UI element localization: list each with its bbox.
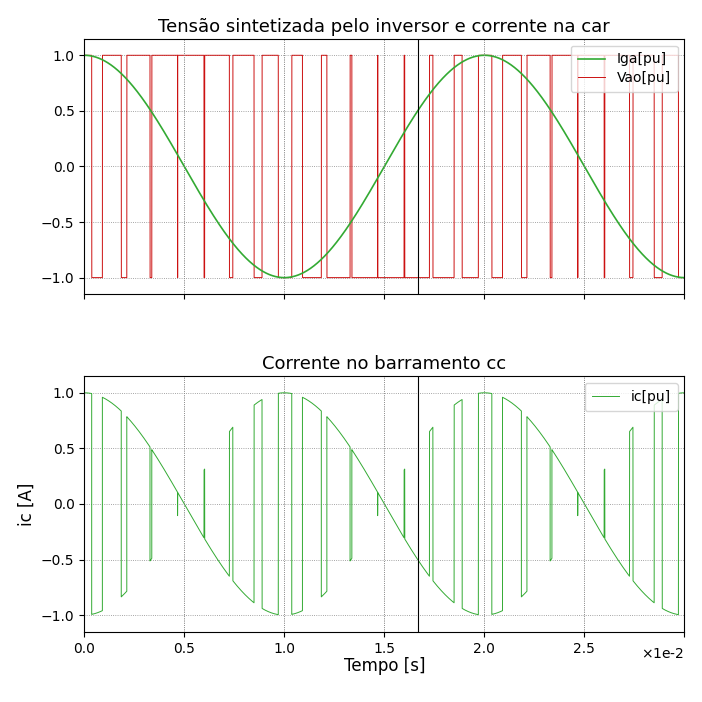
Vao[pu]	[391, 273, 399, 282]
Line: Vao[pu]: Vao[pu]	[84, 55, 684, 277]
Legend: ic[pu]: ic[pu]	[585, 383, 677, 411]
Title: Corrente no barramento cc: Corrente no barramento cc	[263, 355, 506, 373]
Title: Tensão sintetizada pelo inversor e corrente na car: Tensão sintetizada pelo inversor e corre…	[159, 18, 610, 36]
ic[pu]	[680, 389, 689, 397]
Vao[pu]	[642, 51, 651, 60]
Vao[pu]	[487, 51, 496, 60]
Y-axis label: ic [A]: ic [A]	[18, 482, 35, 526]
Text: $\times$1e-2: $\times$1e-2	[641, 647, 684, 661]
Vao[pu]	[680, 273, 689, 282]
ic[pu]	[391, 519, 399, 527]
ic[pu]	[87, 389, 95, 397]
Line: Iga[pu]: Iga[pu]	[84, 55, 684, 277]
ic[pu]	[343, 439, 352, 447]
Vao[pu]	[161, 51, 169, 60]
ic[pu]	[642, 592, 651, 600]
Iga[pu]	[343, 223, 352, 232]
Iga[pu]	[161, 128, 169, 137]
ic[pu]	[674, 611, 682, 619]
X-axis label: Tempo [s]: Tempo [s]	[343, 657, 425, 675]
Iga[pu]	[642, 254, 651, 263]
Legend: Iga[pu], Vao[pu]: Iga[pu], Vao[pu]	[571, 46, 677, 91]
ic[pu]	[161, 466, 169, 475]
Vao[pu]	[87, 51, 95, 60]
Iga[pu]	[487, 52, 496, 60]
Iga[pu]	[391, 143, 399, 152]
Vao[pu]	[88, 273, 96, 282]
Iga[pu]	[80, 51, 88, 60]
ic[pu]	[80, 389, 88, 397]
Iga[pu]	[680, 273, 689, 282]
ic[pu]	[487, 390, 496, 398]
Vao[pu]	[343, 273, 352, 282]
Iga[pu]	[87, 52, 95, 60]
Line: ic[pu]: ic[pu]	[84, 393, 684, 615]
Vao[pu]	[80, 51, 88, 60]
